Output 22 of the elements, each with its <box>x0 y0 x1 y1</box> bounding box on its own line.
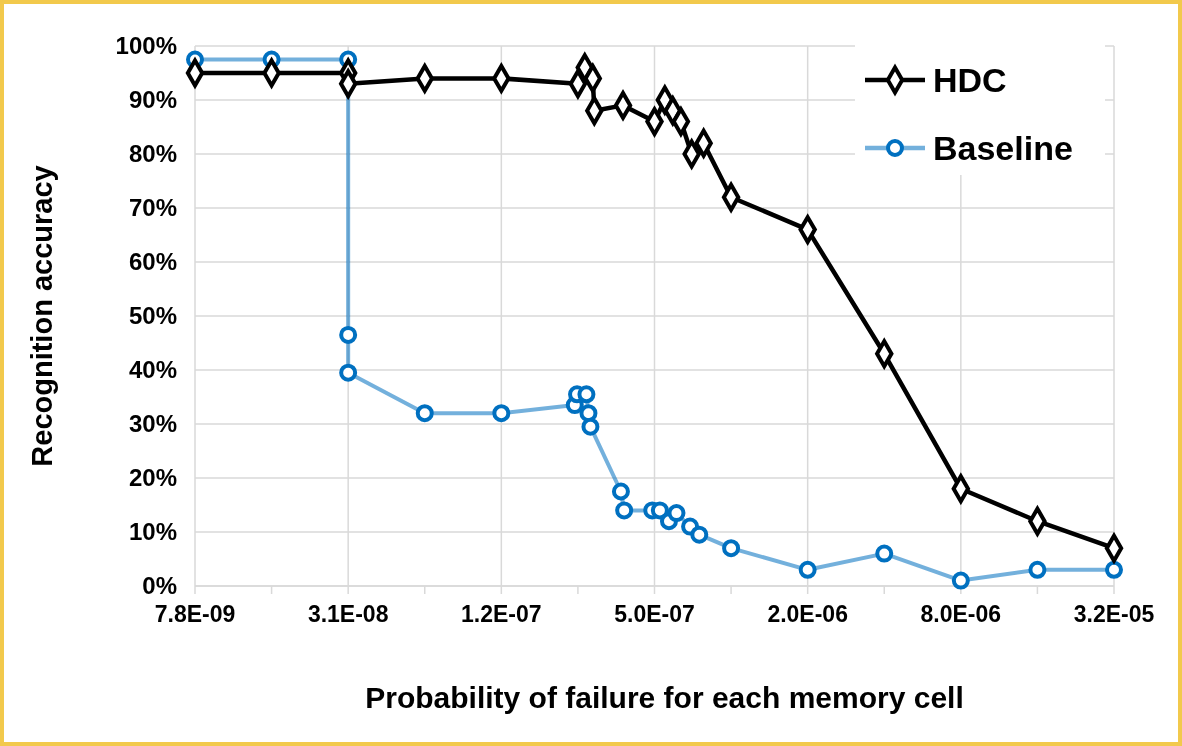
y-tick-label: 80% <box>128 140 177 167</box>
x-tick-label: 5.0E-07 <box>614 601 695 627</box>
y-tick-label: 70% <box>128 194 177 221</box>
y-tick-label: 40% <box>128 356 177 383</box>
y-tick-label: 90% <box>128 86 177 113</box>
y-axis-title: Recognition accuracy <box>26 165 58 467</box>
legend-label: HDC <box>933 61 1007 99</box>
x-tick-label: 1.2E-07 <box>461 601 542 627</box>
y-tick-label: 30% <box>128 410 177 437</box>
y-tick-label: 20% <box>128 464 177 491</box>
x-tick-label: 3.1E-08 <box>307 601 389 627</box>
x-tick-label: 2.0E-06 <box>767 601 848 627</box>
legend-label: Baseline <box>933 129 1073 167</box>
x-tick-label: 3.2E-05 <box>1073 601 1155 627</box>
y-tick-label: 10% <box>128 518 177 545</box>
y-tick-label: 0% <box>142 572 177 599</box>
x-tick-label: 8.0E-06 <box>920 601 1002 627</box>
y-tick-label: 60% <box>128 248 177 275</box>
y-tick-label: 100% <box>115 32 177 59</box>
x-axis-title: Probability of failure for each memory cell <box>365 681 964 714</box>
x-tick-label: 7.8E-09 <box>154 601 236 627</box>
y-tick-label: 50% <box>128 302 177 329</box>
